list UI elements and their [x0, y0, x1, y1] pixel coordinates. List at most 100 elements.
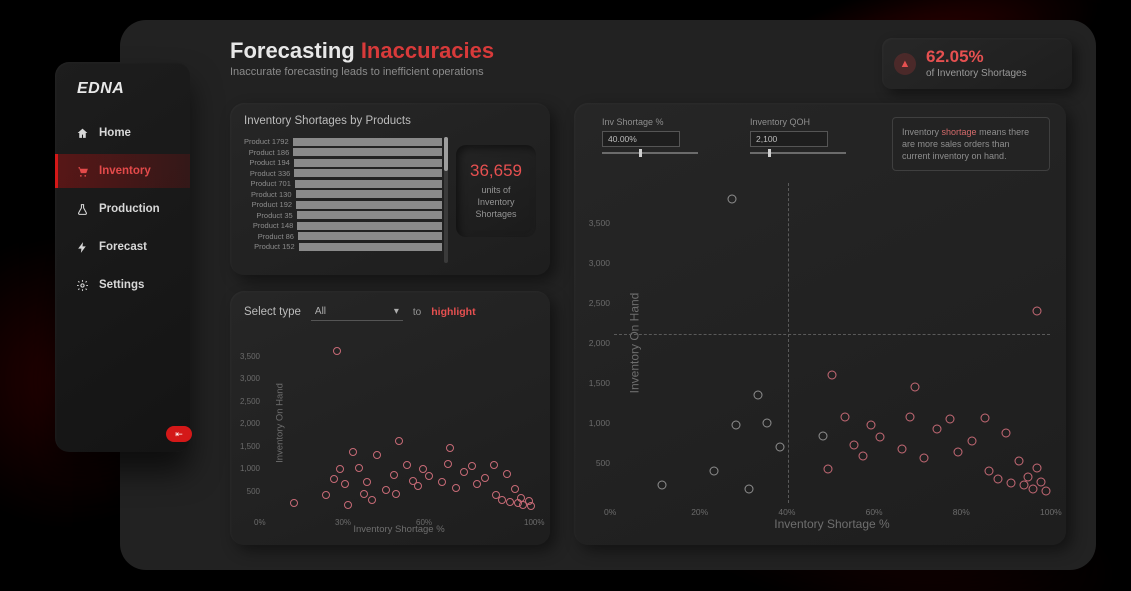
scatter-point[interactable] [1028, 484, 1037, 493]
scatter-point[interactable] [897, 444, 906, 453]
scatter-point[interactable] [382, 486, 390, 494]
scatter-point[interactable] [980, 414, 989, 423]
scatter-point[interactable] [341, 480, 349, 488]
scatter-point[interactable] [841, 413, 850, 422]
scatter-point[interactable] [954, 447, 963, 456]
bar-row[interactable]: Product 35 [244, 211, 442, 220]
sidebar-collapse-button[interactable]: ⇤ [166, 426, 192, 442]
slider-qoh-track[interactable] [750, 152, 846, 154]
scatter-point[interactable] [858, 451, 867, 460]
slider-qoh-thumb[interactable] [768, 149, 771, 157]
scatter-point[interactable] [468, 462, 476, 470]
scatter-point[interactable] [503, 470, 511, 478]
scatter-point[interactable] [1024, 472, 1033, 481]
scatter-point[interactable] [823, 464, 832, 473]
scatter-point[interactable] [753, 391, 762, 400]
scatter-point[interactable] [910, 383, 919, 392]
bar-row[interactable]: Product 148 [244, 221, 442, 230]
scatter-point[interactable] [290, 499, 298, 507]
sidebar-item-settings[interactable]: Settings [55, 268, 190, 302]
scatter-point[interactable] [444, 460, 452, 468]
scatter-point[interactable] [527, 502, 535, 510]
scatter-point[interactable] [906, 412, 915, 421]
bar-row-label: Product 35 [244, 211, 297, 220]
slider-qoh-value[interactable]: 2,100 [750, 131, 828, 147]
slider-shortage-thumb[interactable] [639, 149, 642, 157]
scatter-point[interactable] [403, 461, 411, 469]
bar-row[interactable]: Product 130 [244, 190, 442, 199]
scatter-point[interactable] [373, 451, 381, 459]
scatter-point[interactable] [967, 436, 976, 445]
scatter-point[interactable] [333, 347, 341, 355]
scatter-point[interactable] [1015, 456, 1024, 465]
scatter-point[interactable] [368, 496, 376, 504]
scatter-point[interactable] [511, 485, 519, 493]
home-icon [75, 126, 89, 140]
scatter-point[interactable] [498, 496, 506, 504]
bar-row[interactable]: Product 194 [244, 158, 442, 167]
bar-row[interactable]: Product 186 [244, 148, 442, 157]
scatter-point[interactable] [1032, 307, 1041, 316]
slider-shortage-track[interactable] [602, 152, 698, 154]
scatter-point[interactable] [390, 471, 398, 479]
bar-scrollbar[interactable] [444, 137, 448, 263]
scatter-point[interactable] [984, 467, 993, 476]
bar-row[interactable]: Product 701 [244, 179, 442, 188]
scatter-point[interactable] [344, 501, 352, 509]
scatter-point[interactable] [330, 475, 338, 483]
scatter-point[interactable] [1006, 479, 1015, 488]
scatter-point[interactable] [360, 490, 368, 498]
scatter-point[interactable] [506, 498, 514, 506]
scatter-point[interactable] [1002, 429, 1011, 438]
scatter-point[interactable] [875, 433, 884, 442]
sidebar-item-home[interactable]: Home [55, 116, 190, 150]
scatter-point[interactable] [392, 490, 400, 498]
scatter-point[interactable] [355, 464, 363, 472]
scatter-point[interactable] [727, 195, 736, 204]
scatter-point[interactable] [745, 484, 754, 493]
scatter-point[interactable] [775, 443, 784, 452]
bar-row[interactable]: Product 152 [244, 242, 442, 251]
scatter-point[interactable] [419, 465, 427, 473]
sidebar-item-production[interactable]: Production [55, 192, 190, 226]
scatter-point[interactable] [849, 441, 858, 450]
kpi-card: ▲ 62.05% of Inventory Shortages [882, 38, 1072, 89]
bar-row[interactable]: Product 86 [244, 232, 442, 241]
bar-row[interactable]: Product 1792 [244, 137, 442, 146]
scatter-point[interactable] [481, 474, 489, 482]
scatter-point[interactable] [363, 478, 371, 486]
scatter-point[interactable] [867, 420, 876, 429]
scatter-point[interactable] [490, 461, 498, 469]
bar-row[interactable]: Product 192 [244, 200, 442, 209]
scatter-point[interactable] [932, 425, 941, 434]
scatter-point[interactable] [322, 491, 330, 499]
scatter-point[interactable] [473, 480, 481, 488]
scatter-point[interactable] [762, 419, 771, 428]
scatter-point[interactable] [336, 465, 344, 473]
type-dropdown[interactable]: All ▾ [311, 303, 403, 321]
scatter-point[interactable] [438, 478, 446, 486]
scatter-point[interactable] [919, 454, 928, 463]
scatter-point[interactable] [828, 371, 837, 380]
bar-row[interactable]: Product 336 [244, 169, 442, 178]
scatter-point[interactable] [460, 468, 468, 476]
scatter-point[interactable] [945, 415, 954, 424]
scatter-point[interactable] [349, 448, 357, 456]
scatter-point[interactable] [452, 484, 460, 492]
scatter-point[interactable] [993, 475, 1002, 484]
scatter-point[interactable] [395, 437, 403, 445]
scatter-point[interactable] [425, 472, 433, 480]
sidebar-item-forecast[interactable]: Forecast [55, 230, 190, 264]
sidebar-item-inventory[interactable]: Inventory [55, 154, 190, 188]
scatter-point[interactable] [819, 431, 828, 440]
scatter-point[interactable] [710, 467, 719, 476]
slider-shortage-value[interactable]: 40.00% [602, 131, 680, 147]
scatter-point[interactable] [1037, 478, 1046, 487]
scatter-point[interactable] [1032, 463, 1041, 472]
scatter-point[interactable] [732, 420, 741, 429]
scatter-point[interactable] [657, 481, 666, 490]
scatter-point[interactable] [414, 482, 422, 490]
scatter-point[interactable] [1019, 481, 1028, 490]
scatter-point[interactable] [446, 444, 454, 452]
scatter-point[interactable] [1041, 487, 1050, 496]
